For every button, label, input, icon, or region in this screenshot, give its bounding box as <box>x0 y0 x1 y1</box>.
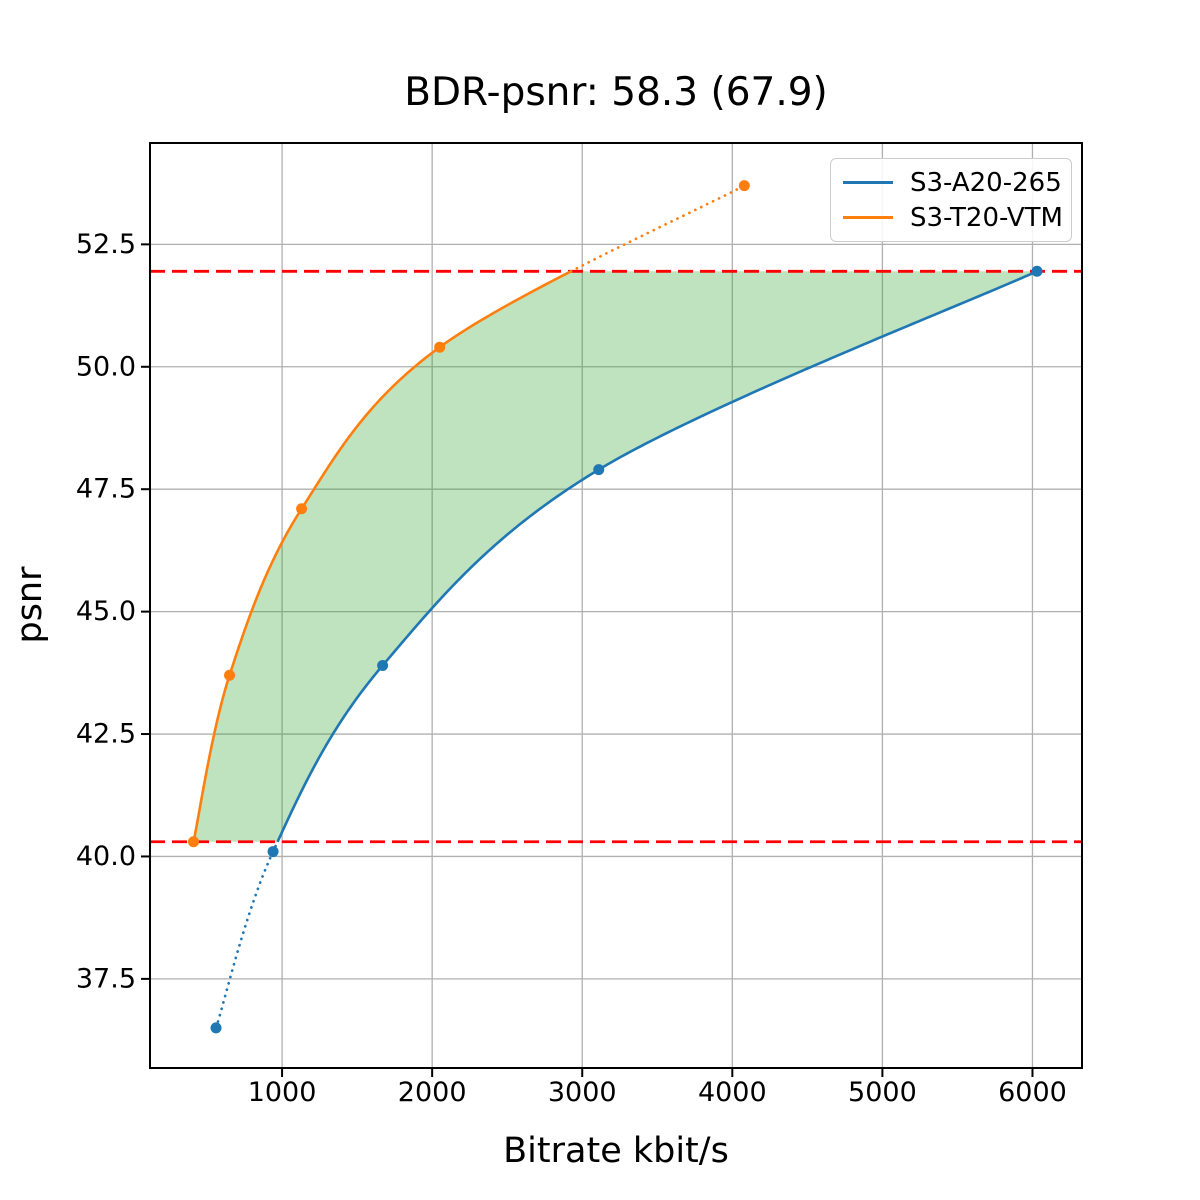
legend-item: S3-A20-265 <box>843 167 1062 198</box>
svg-text:37.5: 37.5 <box>76 963 136 994</box>
legend-label: S3-T20-VTM <box>910 202 1063 233</box>
legend-line-swatch <box>843 181 893 184</box>
svg-text:50.0: 50.0 <box>76 351 136 382</box>
hlines <box>150 269 1082 844</box>
shaded-region <box>193 271 1037 842</box>
svg-text:5000: 5000 <box>848 1077 917 1108</box>
legend-line-swatch <box>843 216 893 219</box>
svg-text:2000: 2000 <box>398 1077 467 1108</box>
svg-text:3000: 3000 <box>548 1077 617 1108</box>
chart-title: BDR-psnr: 58.3 (67.9) <box>404 70 828 115</box>
gridlines <box>150 143 1082 1068</box>
tick-labels: 1000 2000 3000 4000 5000 6000 37.5 40.0 42.5 45.0… <box>76 229 1067 1108</box>
data-point-markers <box>188 180 1043 1034</box>
legend-item: S3-T20-VTM <box>843 205 1063 231</box>
legend: S3-A20-265 S3-T20-VTM <box>830 158 1072 242</box>
series-lines <box>192 184 1038 1030</box>
x-axis-label: Bitrate kbit/s <box>503 1131 729 1171</box>
svg-text:52.5: 52.5 <box>76 229 136 260</box>
legend-label: S3-A20-265 <box>910 167 1062 198</box>
svg-text:45.0: 45.0 <box>76 596 136 627</box>
axis-ticks <box>141 243 1034 1077</box>
svg-text:1000: 1000 <box>248 1077 317 1108</box>
svg-text:4000: 4000 <box>698 1077 767 1108</box>
plot-border <box>149 142 1083 1069</box>
svg-text:47.5: 47.5 <box>76 474 136 505</box>
svg-text:42.5: 42.5 <box>76 719 136 750</box>
svg-text:40.0: 40.0 <box>76 841 136 872</box>
svg-text:6000: 6000 <box>998 1077 1067 1108</box>
